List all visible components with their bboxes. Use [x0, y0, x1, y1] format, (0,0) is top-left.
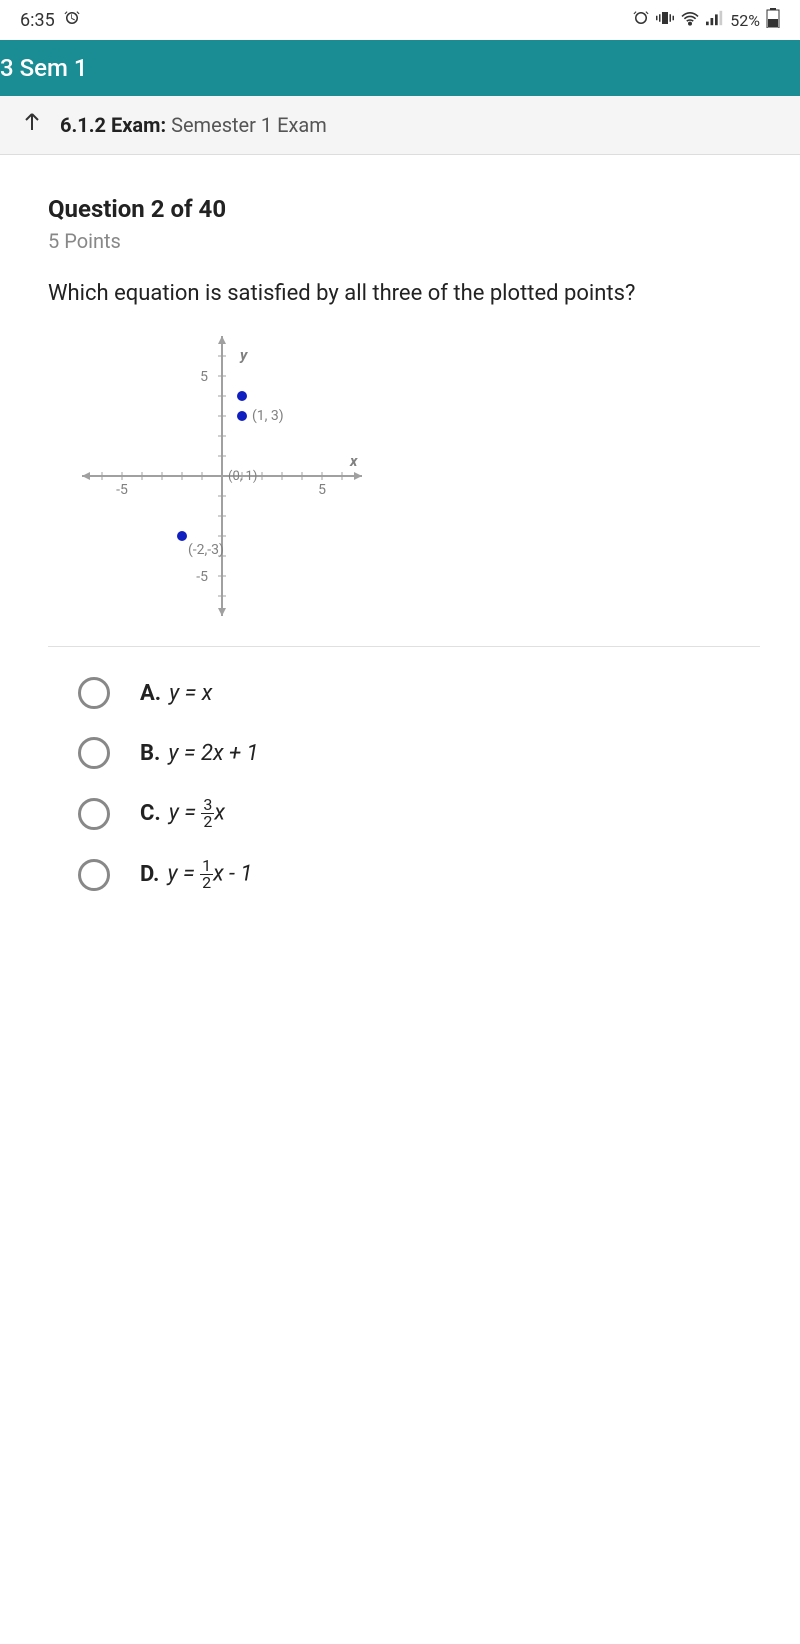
option-c-label: C. y = 32x: [140, 797, 225, 830]
svg-text:5: 5: [318, 482, 326, 498]
option-a-label: A. y = x: [140, 681, 212, 706]
svg-text:5: 5: [200, 369, 208, 385]
back-arrow-icon[interactable]: [20, 110, 44, 140]
svg-text:-5: -5: [196, 569, 208, 585]
exam-name: Semester 1 Exam: [171, 113, 327, 137]
scatter-plot: -5 5 5 -5 y x (0, 1) (1, 3) (-2,-3): [48, 336, 760, 616]
status-time: 6:35: [20, 10, 55, 31]
option-d-label: D. y = 12x - 1: [140, 858, 252, 891]
exam-number: 6.1.2: [60, 113, 106, 137]
radio-a[interactable]: [78, 677, 110, 709]
svg-text:(0, 1): (0, 1): [228, 469, 257, 484]
question-content: Question 2 of 40 5 Points Which equation…: [0, 155, 800, 939]
svg-text:(1, 3): (1, 3): [252, 408, 284, 424]
option-b-text: y = 2x + 1: [168, 741, 258, 766]
option-b[interactable]: B. y = 2x + 1: [78, 737, 760, 769]
app-title: 3 Sem 1: [0, 54, 88, 82]
option-d-letter: D.: [140, 862, 159, 887]
svg-text:x: x: [349, 452, 358, 470]
divider: [48, 646, 760, 647]
option-c-letter: C.: [140, 801, 161, 826]
option-a-letter: A.: [140, 681, 161, 706]
svg-text:y: y: [239, 346, 248, 364]
question-text: Which equation is satisfied by all three…: [48, 281, 760, 306]
radio-c[interactable]: [78, 798, 110, 830]
exam-title: 6.1.2 Exam: Semester 1 Exam: [60, 113, 327, 137]
radio-d[interactable]: [78, 859, 110, 891]
plot-svg: -5 5 5 -5 y x (0, 1) (1, 3) (-2,-3): [72, 336, 372, 616]
option-c[interactable]: C. y = 32x: [78, 797, 760, 830]
question-points: 5 Points: [48, 229, 760, 253]
option-b-letter: B.: [140, 741, 160, 766]
battery-percent: 52%: [730, 11, 760, 30]
status-right: 52%: [632, 8, 780, 32]
exam-bar[interactable]: 6.1.2 Exam: Semester 1 Exam: [0, 96, 800, 155]
option-d-text: y = 12x - 1: [167, 858, 252, 891]
app-header: 3 Sem 1: [0, 40, 800, 96]
option-a-text: y = x: [169, 681, 212, 706]
wifi-icon: [680, 10, 700, 30]
option-b-label: B. y = 2x + 1: [140, 741, 259, 766]
status-bar: 6:35 52%: [0, 0, 800, 40]
fraction-c: 32: [201, 797, 214, 830]
exam-label: Exam:: [111, 113, 166, 137]
options-list: A. y = x B. y = 2x + 1 C. y = 32x D.: [48, 677, 760, 891]
option-a[interactable]: A. y = x: [78, 677, 760, 709]
fraction-d: 12: [200, 858, 213, 891]
option-d[interactable]: D. y = 12x - 1: [78, 858, 760, 891]
svg-text:(-2,-3): (-2,-3): [188, 542, 224, 558]
radio-b[interactable]: [78, 737, 110, 769]
alarm-icon: [63, 9, 81, 32]
question-header: Question 2 of 40: [48, 195, 760, 223]
svg-text:-5: -5: [116, 482, 128, 498]
status-left: 6:35: [20, 9, 81, 32]
alarm-icon-2: [632, 9, 650, 31]
battery-icon: [766, 8, 780, 32]
vibrate-icon: [656, 9, 674, 31]
signal-icon: [706, 10, 724, 30]
option-c-text: y = 32x: [169, 797, 225, 830]
